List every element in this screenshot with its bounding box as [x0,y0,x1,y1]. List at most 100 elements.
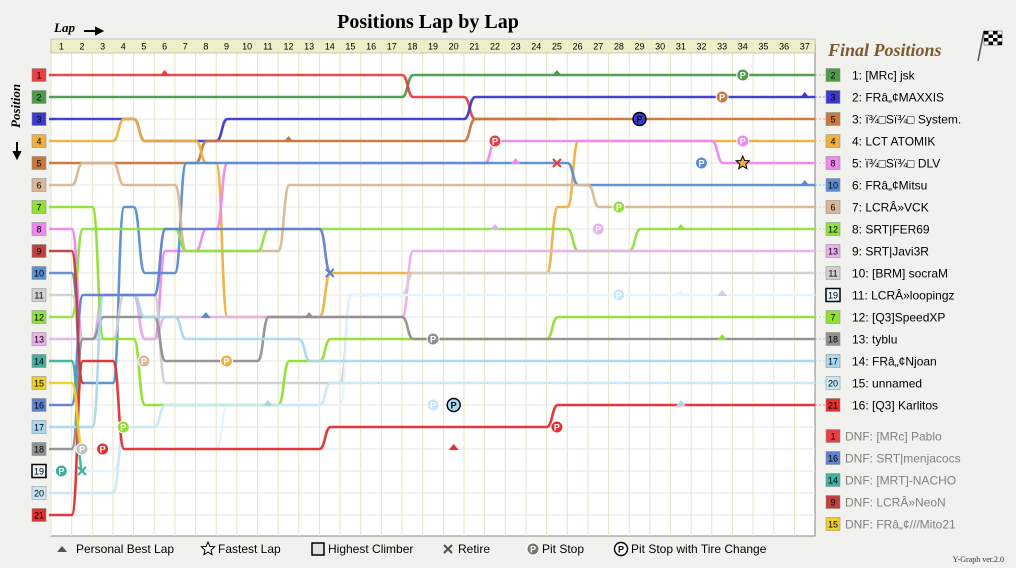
svg-text:P: P [740,137,746,147]
svg-text:12: 12 [828,225,838,235]
final-position-entry: 16: [Q3] Karlitos [852,399,938,413]
svg-text:18: 18 [828,335,838,345]
lap-tick-label: 24 [531,42,541,52]
svg-text:4: 4 [830,137,835,147]
start-position-box: 6 [31,178,47,192]
svg-text:15: 15 [34,379,44,389]
lap-tick-label: 27 [593,42,603,52]
final-position-entry: 12: [Q3]SpeedXP [852,311,945,325]
final-position-entry: 4: LCT ATOMIK [852,135,935,149]
svg-text:5: 5 [36,159,41,169]
dnf-position-box: 9 [825,495,841,509]
pit-stop-marker: P [137,354,151,368]
personal-best-marker [510,158,521,164]
series-line [49,161,815,253]
start-position-box: 2 [31,90,47,104]
personal-best-marker [159,70,170,76]
final-position-box: 10 [825,178,841,192]
personal-best-marker [448,444,459,450]
svg-text:P: P [616,203,622,213]
svg-text:5: 5 [830,115,835,125]
svg-text:6: 6 [36,181,41,191]
svg-text:1: 1 [830,432,835,442]
svg-text:4: 4 [36,137,41,147]
lap-tick-label: 14 [325,42,335,52]
svg-text:9: 9 [830,498,835,508]
lap-tick-label: 21 [469,42,479,52]
dnf-entry: DNF: SRT|menjacocs [845,452,961,466]
start-position-box: 10 [31,266,47,280]
svg-text:18: 18 [34,445,44,455]
start-position-box: 15 [31,376,47,390]
svg-text:7: 7 [830,313,835,323]
svg-text:P: P [618,545,624,555]
dnf-position-box: 14 [825,473,841,487]
y-axis-label: Position [8,84,23,128]
lap-tick-label: 31 [676,42,686,52]
svg-text:P: P [616,291,622,301]
lap-tick-label: 2 [79,42,84,52]
svg-text:17: 17 [34,423,44,433]
final-position-entry: 10: [BRM] socraM [852,267,948,281]
final-position-box: 8 [825,156,841,170]
pit-stop-tire-change-marker: P [446,397,461,413]
lap-tick-label: 18 [407,42,417,52]
start-position-box: 12 [31,310,47,324]
lap-tick-label: 37 [800,42,810,52]
lap-tick-label: 29 [635,42,645,52]
lap-tick-label: 13 [304,42,314,52]
pit-stop-marker: P [116,420,130,434]
svg-text:12: 12 [34,313,44,323]
svg-text:P: P [595,225,601,235]
start-position-box: 1 [31,68,47,82]
series-line [49,227,333,407]
lap-tick-label: 8 [203,42,208,52]
svg-text:8: 8 [830,159,835,169]
series-line [49,117,815,319]
chart-markers: P P P P P P P P P P P P P P P P P P P [54,68,810,478]
svg-text:3: 3 [36,115,41,125]
fastest-lap-marker [734,154,751,170]
final-position-entry: 11: LCRÂ»loopingz [852,288,955,303]
final-position-entry: 5: ï¾□Sï¾□ DLV [852,157,940,171]
svg-text:P: P [740,71,746,81]
svg-text:13: 13 [34,335,44,345]
chart-grid [50,39,816,537]
start-position-box: 18 [31,442,47,456]
svg-text:14: 14 [34,357,44,367]
final-position-box: 5 [825,112,841,126]
version-label: Y-Graph ver.2.0 [953,555,1004,564]
start-position-box: 17 [31,420,47,434]
final-position-box: 3 [825,90,841,104]
pit-stop-marker: P [694,156,708,170]
svg-text:21: 21 [34,511,44,521]
personal-best-marker [283,136,294,142]
start-position-box: 3 [31,112,47,126]
pit-stop-tire-change-marker: P [632,111,647,127]
svg-text:P: P [100,445,106,455]
lap-tick-label: 3 [100,42,105,52]
lap-tick-label: 6 [162,42,167,52]
pit-stop-marker: P [612,288,626,302]
final-position-box: 12 [825,222,841,236]
pit-stop-marker: P [736,134,750,148]
svg-text:7: 7 [36,203,41,213]
start-position-box: 19 [31,463,47,479]
svg-text:13: 13 [828,247,838,257]
legend-retire-icon [443,544,453,554]
pit-stop-marker: P [75,442,89,456]
personal-best-marker [551,70,562,76]
x-axis-arrow [84,26,105,36]
final-position-box: 17 [825,354,841,368]
lap-tick-label: 11 [263,42,272,52]
start-position-box: 4 [31,134,47,148]
lap-tick-label: 22 [490,42,500,52]
lap-tick-label: 28 [614,42,624,52]
legend-pit-stop-tire-icon: P [613,541,629,557]
dnf-entry: DNF: FRâ„¢///Mito21 [845,518,956,532]
svg-text:P: P [530,545,536,555]
legend-label: Fastest Lap [218,542,281,556]
dnf-position-box: 1 [825,429,841,443]
lap-tick-label: 9 [224,42,229,52]
lap-tick-label: 20 [449,42,459,52]
